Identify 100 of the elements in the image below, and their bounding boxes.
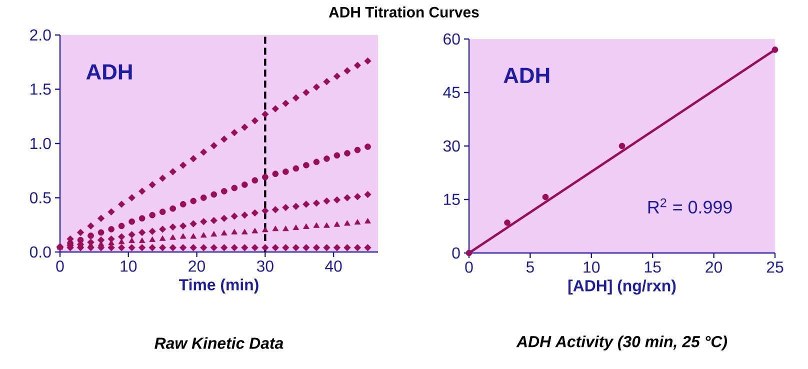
x-tick-label: 5 <box>526 262 534 273</box>
point <box>138 238 146 244</box>
point <box>159 174 166 182</box>
x-tick-label: 20 <box>188 260 206 272</box>
point <box>333 196 341 204</box>
point <box>241 124 248 131</box>
point <box>118 222 125 230</box>
point <box>282 226 289 232</box>
point <box>354 219 361 225</box>
point <box>128 194 136 202</box>
point <box>272 105 280 112</box>
point <box>364 144 371 150</box>
point <box>220 214 228 222</box>
point <box>98 229 104 236</box>
point <box>190 155 197 162</box>
point <box>504 219 510 226</box>
point <box>159 226 166 233</box>
y-tick-label: 30 <box>443 140 460 152</box>
point <box>302 200 310 208</box>
point <box>148 181 156 188</box>
point <box>282 204 290 212</box>
point <box>128 231 136 238</box>
point <box>159 235 166 241</box>
point <box>354 244 362 252</box>
annotation: R$^{2}$ = 0.999 <box>648 198 732 214</box>
x-tick-label: 25 <box>766 262 784 273</box>
point <box>313 158 320 166</box>
point <box>344 220 350 226</box>
point <box>312 83 320 91</box>
y-tick-label: 0.0 <box>30 246 51 258</box>
point <box>323 244 330 252</box>
x-tick-label: 10 <box>120 260 137 272</box>
point <box>118 244 126 252</box>
y-tick-label: 45 <box>443 86 460 98</box>
point <box>149 236 156 242</box>
x-tick-label: 0 <box>56 260 64 272</box>
point <box>772 46 778 53</box>
point <box>241 244 248 252</box>
point <box>108 208 115 216</box>
point <box>542 194 549 200</box>
point <box>324 222 330 228</box>
point <box>344 67 351 74</box>
point <box>231 228 238 234</box>
point <box>303 162 310 168</box>
point <box>251 117 258 124</box>
point <box>364 218 371 224</box>
x-tick-label: 30 <box>256 260 274 272</box>
point <box>251 244 258 252</box>
point <box>262 226 268 232</box>
point <box>302 244 310 252</box>
point <box>344 194 351 202</box>
point <box>262 110 269 118</box>
point <box>344 150 350 156</box>
point <box>324 156 330 162</box>
point <box>241 212 248 219</box>
point <box>302 88 310 96</box>
point <box>118 200 126 208</box>
point <box>88 232 94 239</box>
point <box>149 212 156 218</box>
chart-title: ADH Titration Curves <box>328 6 479 18</box>
point <box>272 226 279 232</box>
y-tick-label: 1.0 <box>30 138 51 150</box>
point <box>312 200 320 207</box>
point <box>220 136 228 143</box>
point <box>292 202 300 210</box>
point <box>128 244 136 252</box>
text: Raw Kinetic Data <box>154 337 284 349</box>
point <box>323 197 330 205</box>
point <box>230 244 238 252</box>
x-axis-title: [ADH] (ng/rxn) <box>568 280 676 295</box>
point <box>334 221 340 227</box>
point <box>333 244 341 252</box>
point <box>354 62 362 69</box>
point <box>313 222 320 228</box>
point <box>272 170 279 178</box>
annotation: ADH <box>86 64 132 80</box>
point <box>210 142 218 150</box>
point <box>190 220 197 228</box>
point <box>159 244 166 252</box>
point <box>159 208 166 216</box>
y-tick-label: 0 <box>452 247 460 259</box>
y-tick-label: 1.5 <box>30 84 51 95</box>
x-tick-label: 10 <box>584 262 600 273</box>
text: ADH Activity (30 min, 25 °C) <box>516 336 728 350</box>
point <box>323 78 330 86</box>
point <box>200 232 207 238</box>
point <box>292 165 300 172</box>
point <box>180 162 187 169</box>
point <box>251 209 258 217</box>
y-tick-label: 0.5 <box>30 192 51 204</box>
point <box>210 244 218 252</box>
point <box>303 223 310 229</box>
point <box>333 72 341 80</box>
point <box>138 188 146 195</box>
point <box>108 244 115 252</box>
point <box>180 222 187 230</box>
point <box>272 206 280 214</box>
y-tick-label: 60 <box>444 33 460 45</box>
point <box>148 244 156 252</box>
point <box>618 142 626 150</box>
